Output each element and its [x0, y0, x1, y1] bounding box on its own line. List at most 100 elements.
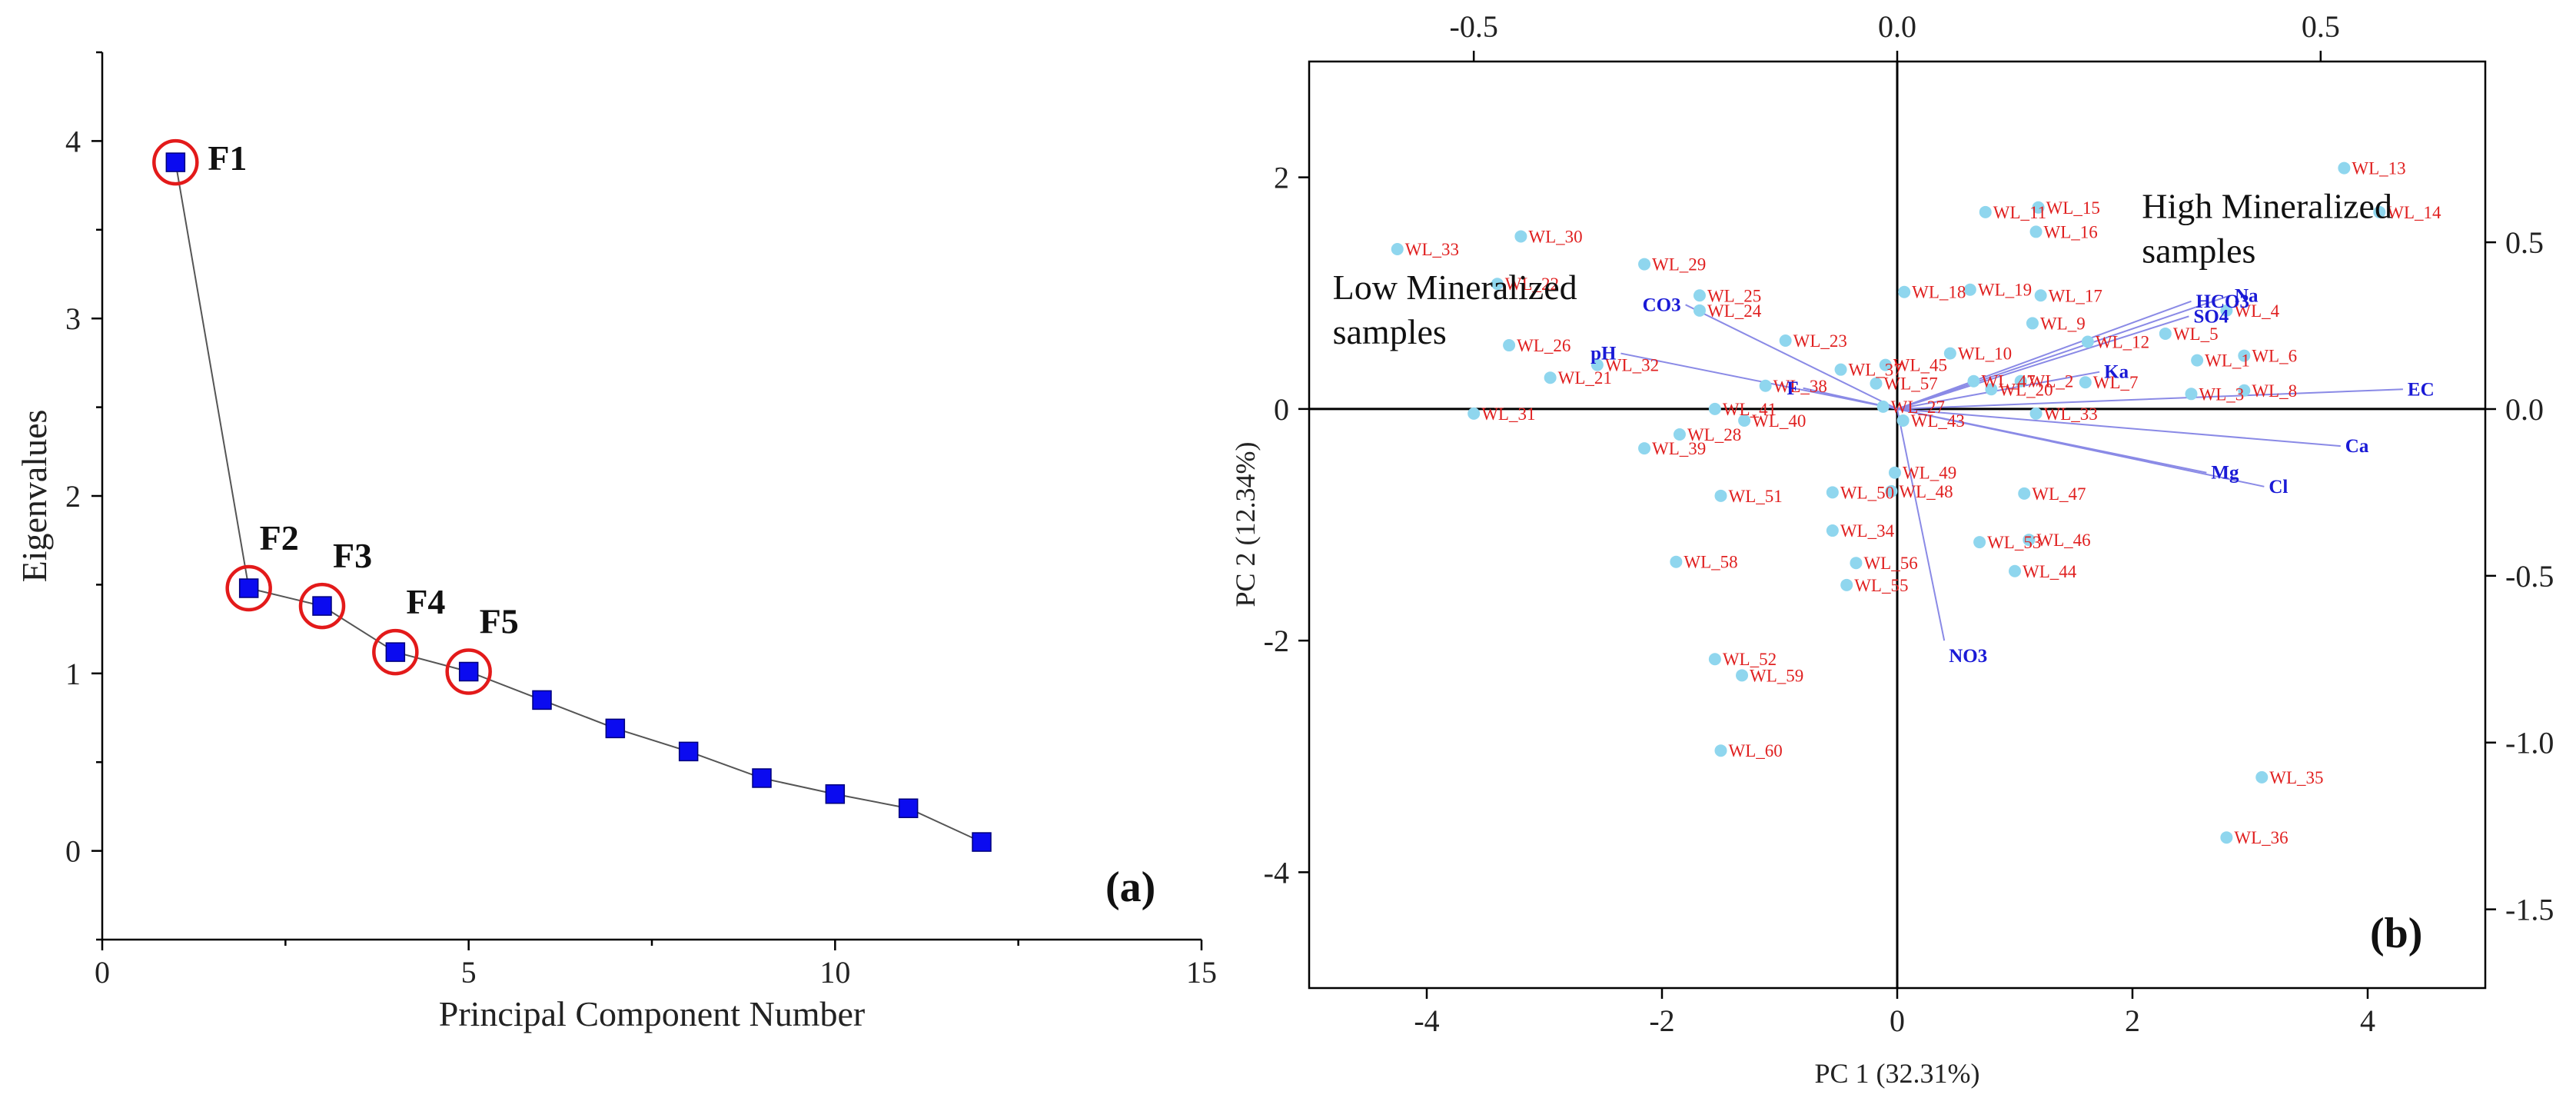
loading-vector [1896, 408, 2341, 448]
biplot-x-tick-label: 0 [1890, 1003, 1905, 1038]
loading-label: Ka [2104, 362, 2129, 383]
sample-score-point [1826, 486, 1839, 499]
sample-score-point [2032, 201, 2045, 214]
sample-score-label: WL_48 [1899, 482, 1953, 501]
sample-score-label: WL_56 [1863, 554, 1917, 573]
sample-score-point [1714, 744, 1727, 757]
sample-score-label: WL_19 [1978, 281, 2032, 300]
eigenvalue-point [165, 152, 186, 172]
factor-highlight-circle [152, 138, 199, 186]
loading-label: Na [2235, 285, 2259, 306]
sample-score-point [1491, 278, 1504, 291]
sample-score-label: WL_47 [1981, 372, 2035, 391]
sample-score-label: WL_34 [1840, 521, 1895, 541]
sample-score-label: WL_44 [2023, 562, 2077, 581]
sample-score-label: WL_20 [1999, 380, 2052, 399]
sample-score-point [1850, 557, 1863, 570]
sample-score-label: WL_14 [2387, 203, 2441, 222]
loading-vector [1896, 300, 2192, 410]
sample-score-point [1888, 466, 1901, 479]
sample-group-label: High Mineralized samples [2142, 186, 2392, 270]
eigenvalue-point [458, 661, 479, 682]
loading-vector [1685, 304, 1898, 410]
eigenvalue-point [678, 741, 699, 762]
sample-score-label: WL_38 [1773, 377, 1827, 396]
sample-score-point [1834, 363, 1847, 376]
sample-score-label: WL_58 [1684, 553, 1737, 572]
sample-score-point [1514, 230, 1527, 243]
factor-label: F3 [333, 536, 372, 575]
sample-score-label: WL_32 [1605, 356, 1659, 375]
scree-y-tick-label: 1 [65, 657, 81, 691]
sample-score-point [2081, 335, 2094, 348]
eigenvalue-point [898, 798, 919, 818]
eigenvalue-point [238, 578, 259, 598]
factor-label: F5 [480, 601, 519, 641]
sample-score-point [2373, 205, 2386, 218]
sample-score-point [2220, 304, 2233, 317]
biplot-right-tick-label: -0.5 [2505, 559, 2554, 594]
sample-score-label: WL_26 [1517, 336, 1571, 355]
sample-score-point [2079, 376, 2092, 389]
sample-score-label: WL_12 [2096, 333, 2149, 352]
sample-score-point [1708, 402, 1721, 415]
sample-score-label: WL_16 [2044, 222, 2098, 241]
sample-score-point [1670, 555, 1683, 568]
sample-score-label: WL_55 [1854, 576, 1908, 595]
sample-score-point [2009, 564, 2021, 577]
sample-score-label: WL_2 [2029, 372, 2074, 391]
loading-vector [1896, 408, 2265, 487]
eigenvalue-point [385, 642, 406, 662]
biplot-right-tick-label: 0.5 [2505, 225, 2544, 260]
biplot-top-tick-label: 0.0 [1878, 9, 1916, 44]
sample-score-label: WL_60 [1729, 741, 1783, 760]
sample-score-label: WL_28 [1687, 425, 1741, 444]
scree-x-tick-label: 0 [95, 955, 110, 990]
loading-vector [1620, 352, 1898, 410]
sample-score-point [1759, 379, 1772, 392]
sample-score-label: WL_30 [1528, 227, 1582, 246]
sample-score-point [2238, 349, 2251, 362]
sample-score-label: WL_36 [2234, 828, 2288, 847]
sample-score-label: WL_13 [2352, 159, 2405, 178]
sample-score-point [1503, 339, 1516, 352]
sample-score-point [1870, 377, 1883, 390]
sample-score-point [2238, 384, 2251, 397]
sample-score-point [1693, 304, 1706, 317]
sample-score-point [1738, 414, 1751, 427]
biplot-x-tick-label: 2 [2125, 1003, 2140, 1038]
eigenvalue-point [532, 690, 552, 710]
loading-vector [1896, 371, 2100, 410]
scree-x-tick-label: 5 [461, 955, 477, 990]
sample-score-point [2159, 327, 2172, 340]
sample-score-label: WL_7 [2093, 373, 2139, 392]
sample-score-point [1963, 283, 1976, 296]
sample-score-label: WL_9 [2040, 314, 2086, 333]
sample-score-point [2185, 388, 2198, 401]
sample-score-point [1973, 536, 1986, 549]
sample-score-label: WL_22 [1505, 275, 1559, 294]
loading-label: Ca [2345, 436, 2369, 457]
sample-score-label: WL_57 [1883, 374, 1937, 394]
biplot-top-tick-label: 0.5 [2302, 9, 2340, 44]
sample-score-point [1736, 669, 1749, 682]
biplot-y-tick-label: 2 [1274, 161, 1289, 195]
scree-x-tick-label: 15 [1186, 955, 1217, 990]
sample-score-label: WL_37 [1849, 361, 1903, 380]
sample-score-label: WL_51 [1729, 487, 1783, 506]
sample-score-label: WL_18 [1912, 283, 1966, 302]
sample-score-label: WL_46 [2036, 531, 2090, 550]
sample-score-point [2029, 225, 2043, 238]
sample-score-point [1898, 285, 1911, 298]
sample-score-point [1979, 205, 1992, 218]
sample-score-point [1943, 347, 1956, 360]
sample-score-point [1544, 371, 1557, 384]
loading-label: NO3 [1949, 646, 1987, 667]
sample-score-label: WL_43 [1911, 411, 1965, 431]
scree-x-axis-title: Principal Component Number [439, 994, 865, 1033]
factor-highlight-circle [372, 628, 419, 676]
scree-panel-label: (a) [1105, 863, 1155, 911]
factor-highlight-circle [445, 648, 492, 695]
factor-highlight-circle [298, 582, 346, 630]
sample-score-point [1708, 653, 1721, 666]
